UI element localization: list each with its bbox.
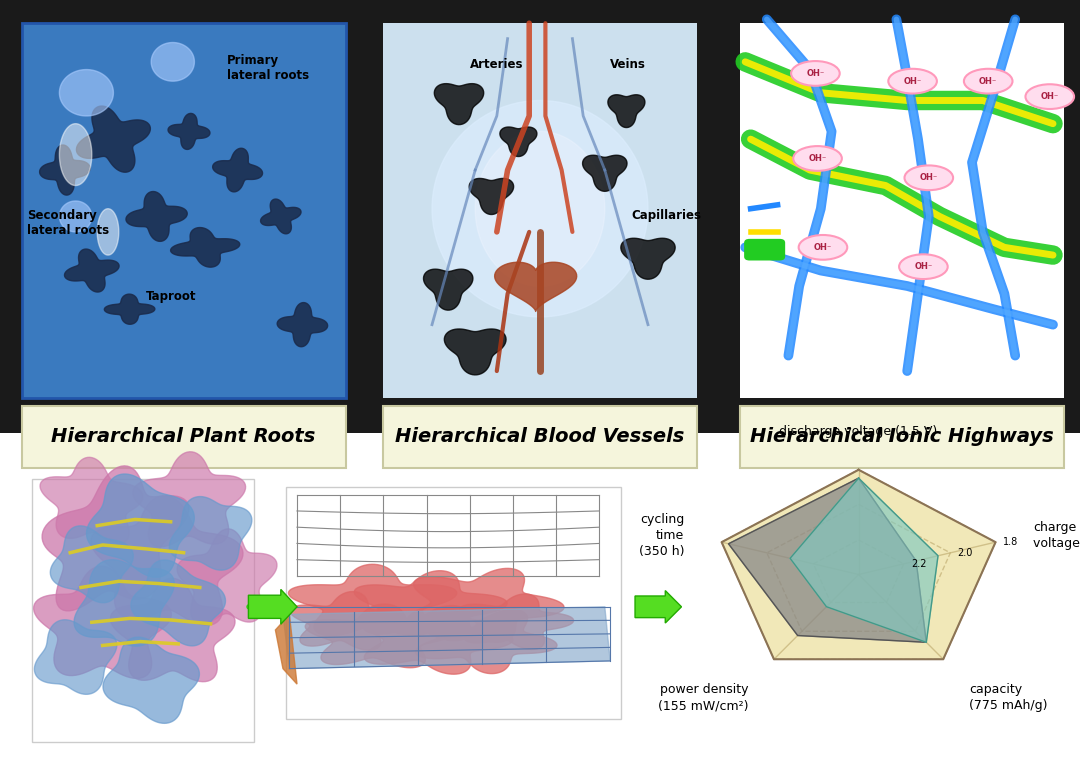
Text: 2.0: 2.0 xyxy=(958,548,973,558)
FancyBboxPatch shape xyxy=(286,487,621,719)
Polygon shape xyxy=(721,470,996,659)
Ellipse shape xyxy=(889,69,937,94)
Polygon shape xyxy=(500,127,537,156)
FancyBboxPatch shape xyxy=(740,23,1064,398)
Text: Arteries: Arteries xyxy=(470,58,524,71)
Polygon shape xyxy=(177,529,276,624)
Text: Taproot: Taproot xyxy=(146,290,197,303)
Polygon shape xyxy=(363,605,513,674)
Text: Secondary
lateral roots: Secondary lateral roots xyxy=(27,209,109,237)
Polygon shape xyxy=(260,199,301,233)
Text: OH⁻: OH⁻ xyxy=(809,154,826,163)
FancyBboxPatch shape xyxy=(383,406,697,468)
Polygon shape xyxy=(59,124,92,186)
Polygon shape xyxy=(33,566,172,679)
Polygon shape xyxy=(131,560,226,646)
Ellipse shape xyxy=(794,146,842,171)
Polygon shape xyxy=(354,570,508,641)
Ellipse shape xyxy=(899,254,948,279)
Polygon shape xyxy=(416,610,557,673)
Polygon shape xyxy=(469,179,514,214)
Polygon shape xyxy=(289,591,406,650)
Polygon shape xyxy=(423,269,473,310)
Text: 1.8: 1.8 xyxy=(1002,537,1018,547)
FancyArrow shape xyxy=(635,591,681,623)
Polygon shape xyxy=(791,478,939,642)
Polygon shape xyxy=(460,594,573,649)
Ellipse shape xyxy=(1026,84,1074,109)
Polygon shape xyxy=(444,329,507,375)
FancyArrow shape xyxy=(248,589,297,625)
Text: OH⁻: OH⁻ xyxy=(904,77,921,86)
FancyBboxPatch shape xyxy=(22,23,346,398)
Bar xyxy=(0,433,1080,773)
Polygon shape xyxy=(432,100,648,317)
Text: OH⁻: OH⁻ xyxy=(920,173,937,182)
Ellipse shape xyxy=(791,61,840,86)
Polygon shape xyxy=(275,615,297,684)
Text: capacity
(775 mAh/g): capacity (775 mAh/g) xyxy=(969,683,1048,712)
Polygon shape xyxy=(75,560,174,646)
Ellipse shape xyxy=(905,165,953,190)
Polygon shape xyxy=(40,458,143,543)
Polygon shape xyxy=(97,209,119,255)
Polygon shape xyxy=(582,155,627,191)
Text: OH⁻: OH⁻ xyxy=(980,77,997,86)
Polygon shape xyxy=(126,192,187,241)
Text: OH⁻: OH⁻ xyxy=(814,243,832,252)
FancyBboxPatch shape xyxy=(383,23,697,398)
Polygon shape xyxy=(288,564,457,635)
Polygon shape xyxy=(35,620,117,694)
Polygon shape xyxy=(86,474,194,577)
Ellipse shape xyxy=(964,69,1013,94)
Polygon shape xyxy=(168,114,210,149)
Polygon shape xyxy=(283,607,610,669)
Polygon shape xyxy=(65,249,119,292)
Text: charge
voltage (V): charge voltage (V) xyxy=(1032,520,1080,550)
Polygon shape xyxy=(77,106,150,172)
Text: Hierarchical Ionic Highways: Hierarchical Ionic Highways xyxy=(750,427,1054,446)
Polygon shape xyxy=(306,604,455,668)
FancyBboxPatch shape xyxy=(32,479,254,742)
Polygon shape xyxy=(475,131,605,286)
FancyBboxPatch shape xyxy=(22,406,346,468)
Polygon shape xyxy=(105,295,154,324)
FancyBboxPatch shape xyxy=(740,406,1064,468)
Polygon shape xyxy=(407,568,564,642)
Text: OH⁻: OH⁻ xyxy=(915,262,932,271)
Polygon shape xyxy=(495,262,577,312)
Polygon shape xyxy=(608,95,645,128)
Text: Hierarchical Plant Roots: Hierarchical Plant Roots xyxy=(52,427,315,446)
Ellipse shape xyxy=(799,235,848,260)
Polygon shape xyxy=(110,578,235,682)
Polygon shape xyxy=(278,302,327,347)
Polygon shape xyxy=(213,148,262,192)
Polygon shape xyxy=(171,227,240,267)
Polygon shape xyxy=(91,495,243,625)
Text: OH⁻: OH⁻ xyxy=(807,69,824,78)
Polygon shape xyxy=(434,83,484,124)
Text: 2.2: 2.2 xyxy=(912,559,927,569)
Polygon shape xyxy=(729,478,927,642)
Polygon shape xyxy=(133,451,245,547)
Text: Hierarchical Blood Vessels: Hierarchical Blood Vessels xyxy=(395,427,685,446)
Polygon shape xyxy=(170,496,252,570)
Polygon shape xyxy=(621,238,675,279)
Polygon shape xyxy=(103,637,200,724)
Text: power density
(155 mW/cm²): power density (155 mW/cm²) xyxy=(658,683,748,712)
Text: Capillaries: Capillaries xyxy=(632,209,702,222)
FancyBboxPatch shape xyxy=(744,239,785,261)
Text: Veins: Veins xyxy=(610,58,646,71)
Polygon shape xyxy=(59,201,92,232)
Polygon shape xyxy=(51,526,133,603)
Polygon shape xyxy=(59,70,113,116)
Text: OH⁻: OH⁻ xyxy=(1041,92,1058,101)
Text: cycling
time
(350 h): cycling time (350 h) xyxy=(638,512,685,557)
Polygon shape xyxy=(40,145,90,195)
Polygon shape xyxy=(151,43,194,81)
Text: discharge voltage (1.5 V): discharge voltage (1.5 V) xyxy=(780,425,937,438)
Polygon shape xyxy=(42,466,189,611)
Text: Primary
lateral roots: Primary lateral roots xyxy=(227,54,309,82)
